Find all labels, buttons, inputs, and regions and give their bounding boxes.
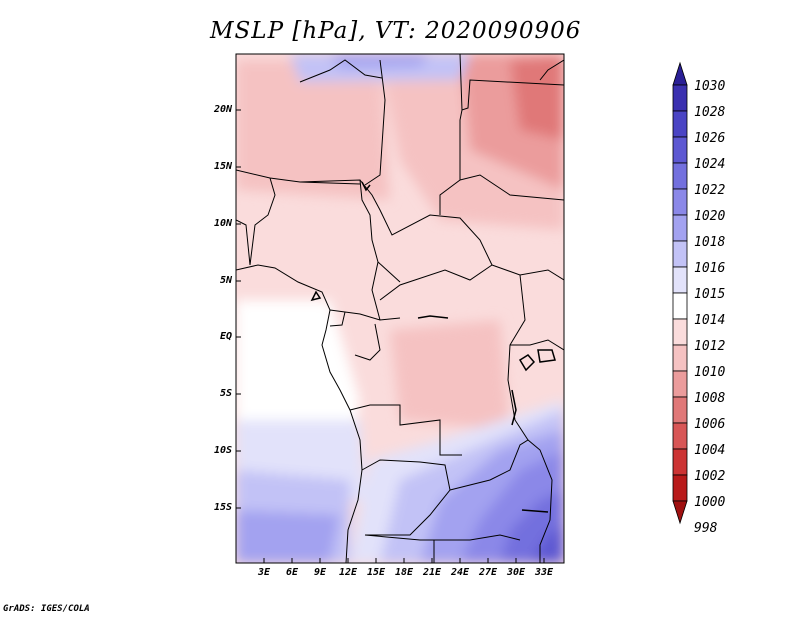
lon-label-21e: 21E	[422, 567, 442, 578]
lon-label-15e: 15E	[366, 567, 386, 578]
colorbar-label-1015: 1015	[694, 287, 726, 302]
colorbar-swatch	[672, 136, 688, 164]
pressure-field	[236, 54, 564, 563]
colorbar-bottom-arrow	[672, 500, 688, 525]
colorbar-label-1030: 1030	[694, 79, 726, 94]
colorbar-label-1000: 1000	[694, 495, 726, 510]
lon-label-12e: 12E	[338, 567, 358, 578]
lon-label-3e: 3E	[257, 567, 271, 578]
lon-label-33e: 33E	[534, 567, 554, 578]
colorbar-swatch	[672, 162, 688, 190]
lon-label-24e: 24E	[450, 567, 470, 578]
colorbar-label-1014: 1014	[694, 313, 726, 328]
colorbar-swatch	[672, 188, 688, 216]
colorbar-label-1026: 1026	[694, 131, 726, 146]
colorbar-swatch	[672, 396, 688, 424]
lat-label-20n: 20N	[213, 104, 232, 115]
country-borders	[236, 54, 564, 563]
colorbar-swatch	[672, 318, 688, 346]
lat-label-15s: 15S	[213, 502, 232, 513]
colorbar-swatch	[672, 292, 688, 320]
colorbar-swatch	[672, 214, 688, 242]
colorbar-label-1028: 1028	[694, 105, 726, 120]
colorbar-swatch	[672, 474, 688, 502]
colorbar-label-1002: 1002	[694, 469, 726, 484]
lat-label-15n: 15N	[213, 161, 232, 172]
grads-credit: GrADS: IGES/COLA	[3, 604, 90, 614]
colorbar-swatch	[672, 84, 688, 112]
colorbar-swatch	[672, 448, 688, 476]
colorbar-top-arrow	[672, 61, 688, 86]
colorbar-swatch	[672, 240, 688, 268]
lat-label-10s: 10S	[213, 445, 232, 456]
lat-label-5n: 5N	[219, 275, 232, 286]
colorbar-label-1010: 1010	[694, 365, 726, 380]
map-frame	[235, 53, 565, 564]
lon-label-18e: 18E	[394, 567, 414, 578]
map-title: MSLP [hPa], VT: 2020090906	[210, 18, 582, 44]
axis-ticks	[236, 109, 545, 563]
lat-label-10n: 10N	[213, 218, 232, 229]
colorbar-label-1004: 1004	[694, 443, 726, 458]
lon-label-6e: 6E	[285, 567, 299, 578]
colorbar-swatch	[672, 110, 688, 138]
colorbar-label-1008: 1008	[694, 391, 726, 406]
colorbar-label-1022: 1022	[694, 183, 726, 198]
lon-label-27e: 27E	[478, 567, 498, 578]
colorbar-label-1012: 1012	[694, 339, 726, 354]
lon-label-9e: 9E	[313, 567, 327, 578]
colorbar-swatch	[672, 370, 688, 398]
lat-label-eq: EQ	[219, 331, 232, 342]
lakes	[310, 181, 556, 513]
lon-label-30e: 30E	[506, 567, 526, 578]
colorbar-label-1018: 1018	[694, 235, 726, 250]
colorbar-label-1024: 1024	[694, 157, 726, 172]
lat-label-5s: 5S	[219, 388, 232, 399]
colorbar-swatch	[672, 344, 688, 372]
colorbar-swatch	[672, 266, 688, 294]
colorbar-label-1016: 1016	[694, 261, 726, 276]
colorbar	[672, 61, 688, 525]
colorbar-swatch	[672, 422, 688, 450]
colorbar-label-1020: 1020	[694, 209, 726, 224]
colorbar-label-998: 998	[694, 521, 718, 536]
colorbar-label-1006: 1006	[694, 417, 726, 432]
